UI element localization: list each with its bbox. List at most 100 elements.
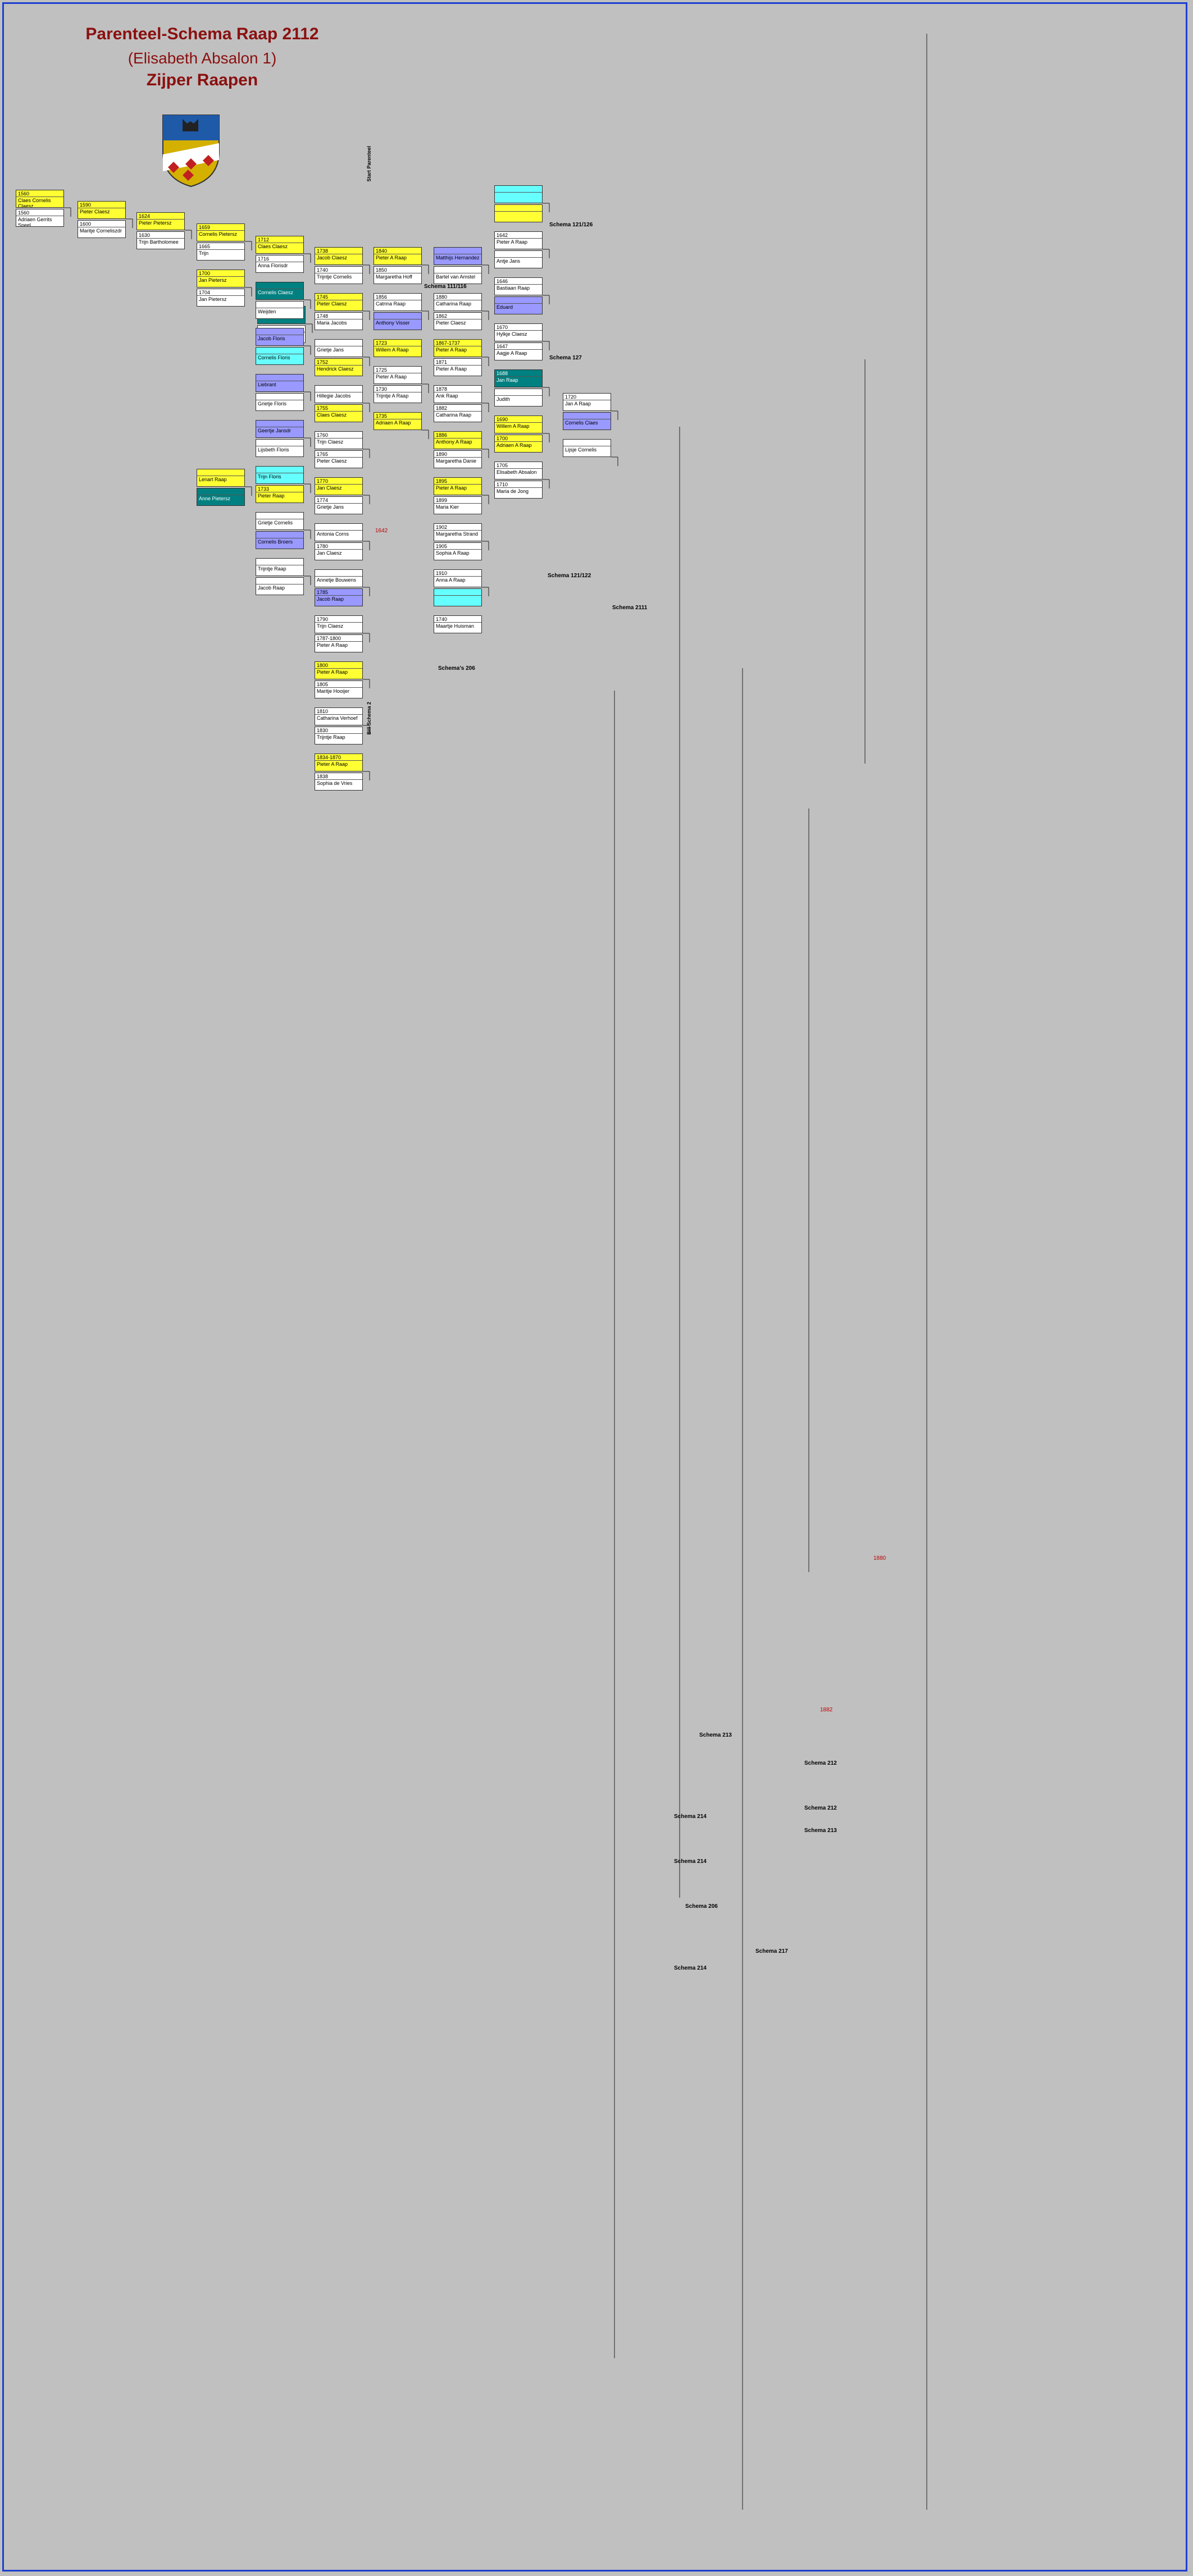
schema-label: Schema 111/116 — [424, 284, 467, 290]
person-box: Bartel van Amstel — [434, 266, 482, 284]
person-name: Pieter A Raap — [497, 239, 528, 245]
person-box: 1774 Grietje Jans — [315, 496, 363, 514]
person-date — [256, 348, 303, 354]
person-date: 1780 — [315, 543, 362, 550]
page-title: Parenteel-Schema Raap 2112 — [85, 25, 319, 43]
person-name: Hillegie Jacobs — [317, 393, 351, 399]
person-box: Geertje Jansdr — [256, 420, 304, 438]
person-date: 1840 — [374, 248, 421, 254]
person-date — [315, 340, 362, 346]
person-date — [495, 390, 542, 396]
person-box: 1838 Sophia de Vries — [315, 773, 363, 791]
person-date: 1800 — [315, 663, 362, 669]
person-date — [315, 524, 362, 531]
person-box: 1780 Jan Claesz — [315, 542, 363, 560]
person-box: 1735 Adriaen A Raap — [374, 412, 422, 430]
person-date: 1834-1870 — [315, 755, 362, 761]
person-box: 1740 Maartje Huisman — [434, 615, 482, 633]
person-box: Cornelis Claesz — [256, 282, 304, 300]
person-date — [434, 590, 481, 596]
person-name: Cornelis Claes — [565, 420, 598, 426]
person-box: Trijntje Raap — [256, 558, 304, 576]
person-date: 1787-1800 — [315, 636, 362, 642]
person-name: Cornelis Claesz — [258, 290, 294, 295]
person-date: 1830 — [315, 728, 362, 734]
person-date: 1785 — [315, 590, 362, 596]
schema-label: Schema 213 — [699, 1732, 732, 1738]
person-name: Catrina Raap — [376, 301, 406, 307]
person-box: Hillegie Jacobs — [315, 385, 363, 403]
person-name: Cornelis Floris — [258, 355, 290, 360]
person-name: Trijn Claesz — [317, 623, 344, 629]
person-date: 1745 — [315, 294, 362, 300]
person-name: Pieter Claesz — [436, 320, 466, 326]
person-name: Sophia de Vries — [317, 780, 353, 786]
person-box: Lenart Raap — [197, 469, 245, 487]
year-mark: 1880 — [873, 1555, 886, 1561]
person-name: Grietje Cornelis — [258, 520, 293, 526]
person-box: 1862 Pieter Claesz — [434, 312, 482, 330]
person-date — [434, 267, 481, 273]
person-date: 1735 — [374, 413, 421, 419]
person-name: Anthony Visser — [376, 320, 410, 326]
person-box: 1886 Anthony A Raap — [434, 431, 482, 449]
person-name: Cornelis Broers — [258, 539, 293, 545]
person-name: Maritje Hooijer — [317, 688, 350, 694]
person-name: Jan Pietersz — [199, 296, 227, 302]
person-date: 1560 — [16, 191, 63, 197]
person-name: Willem A Raap — [497, 423, 530, 429]
person-box: 1785 Jacob Raap — [315, 588, 363, 606]
person-box: 1770 Jan Claesz — [315, 477, 363, 495]
person-name: Pieter Raap — [258, 493, 285, 499]
person-date: 1838 — [315, 774, 362, 780]
person-date: 1882 — [434, 405, 481, 412]
person-name: Aagje A Raap — [497, 350, 527, 356]
person-date — [256, 513, 303, 519]
person-name: Claes Cornelis Claesz — [18, 198, 51, 208]
person-date — [197, 470, 244, 476]
person-name: Jan A Raap — [565, 401, 591, 407]
person-name: Adriaen Gerrits Speel — [18, 217, 52, 227]
person-name: Pieter Claesz — [317, 301, 347, 307]
person-date — [256, 532, 303, 538]
person-box: 1752 Hendrick Claesz — [315, 358, 363, 376]
person-date — [374, 313, 421, 319]
person-name: Maria Jacobs — [317, 320, 347, 326]
person-name: Elisabeth Absalon — [497, 469, 537, 475]
person-box: 1867-1737 Pieter A Raap — [434, 339, 482, 357]
person-box: 1760 Trijn Claesz — [315, 431, 363, 449]
person-date: 1723 — [374, 340, 421, 346]
person-name: Jacob Claesz — [317, 255, 348, 261]
person-date — [495, 252, 542, 258]
schema-label: Schema 212 — [804, 1805, 837, 1811]
person-name: Trijn Bartholomee — [139, 239, 179, 245]
person-box: Matthijs Hernandez — [434, 247, 482, 265]
person-name: Catharina Raap — [436, 412, 472, 418]
person-box: Judith — [494, 389, 543, 407]
person-date — [256, 375, 303, 381]
person-name: Judith — [497, 396, 511, 402]
person-name: Lijsje Cornelis — [565, 447, 597, 453]
person-date: 1725 — [374, 367, 421, 373]
person-date: 1774 — [315, 497, 362, 504]
person-box: 1890 Margaretha Danie — [434, 450, 482, 468]
person-box: Cornelis Broers — [256, 531, 304, 549]
person-name: Jan Claesz — [317, 550, 342, 556]
person-date: 1705 — [495, 463, 542, 469]
person-box: 1748 Maria Jacobs — [315, 312, 363, 330]
schema-label: Schema's 206 — [438, 665, 475, 672]
person-date: 1755 — [315, 405, 362, 412]
person-name: Jacob Raap — [317, 596, 344, 602]
person-name: Margaretha Strand — [436, 531, 479, 537]
person-date: 1720 — [563, 394, 611, 400]
person-box: Annetje Bouwens — [315, 569, 363, 587]
person-name: Anthony A Raap — [436, 439, 472, 445]
person-name: Grietje Jans — [317, 504, 344, 510]
schema-label: Schema 214 — [674, 1814, 707, 1820]
schema-label: Schema 2111 — [612, 605, 648, 611]
person-date: 1716 — [256, 256, 303, 262]
person-date: 1867-1737 — [434, 340, 481, 346]
person-date — [563, 440, 611, 446]
person-date: 1871 — [434, 359, 481, 366]
